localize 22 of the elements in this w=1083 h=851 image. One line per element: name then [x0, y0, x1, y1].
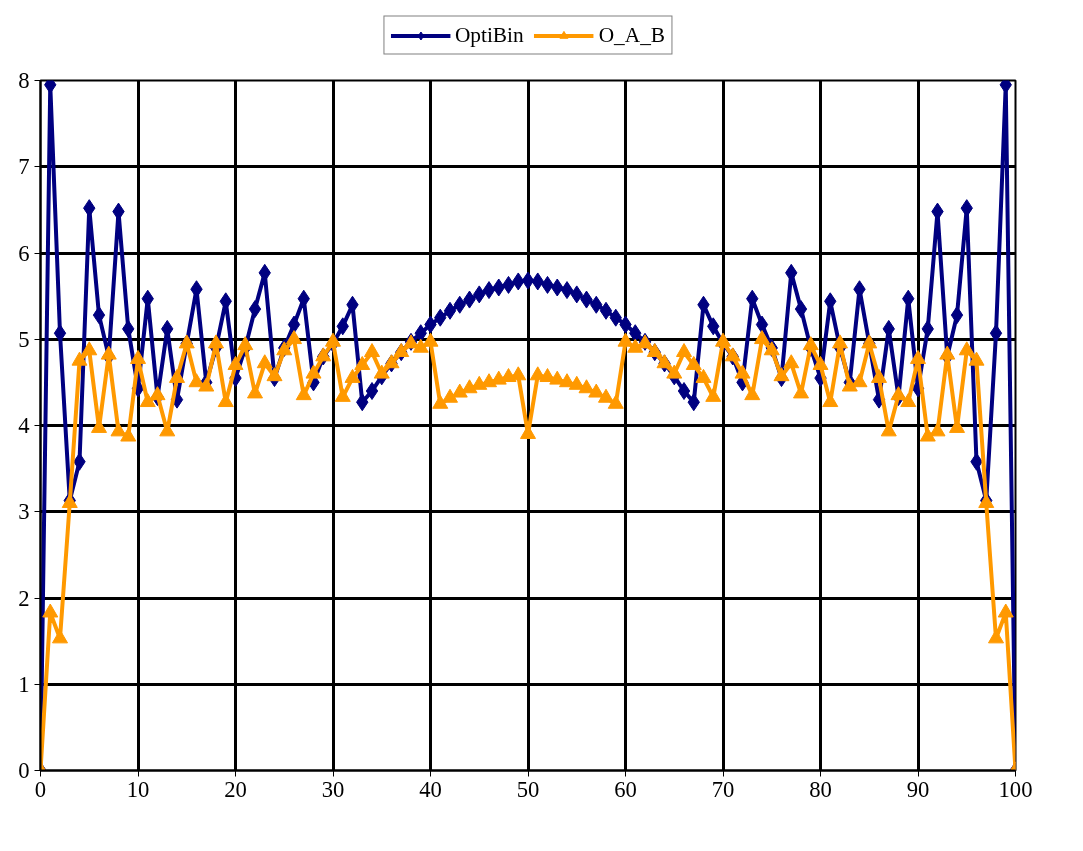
y-tick-label: 2 [18, 585, 30, 611]
y-tick-label: 3 [18, 499, 30, 525]
x-tick-label: 10 [126, 776, 150, 802]
legend-label: O_A_B [598, 22, 666, 48]
x-tick-label: 60 [614, 776, 637, 802]
x-tick-label: 90 [906, 776, 930, 802]
y-tick-label: 7 [18, 154, 30, 180]
x-tick-label: 50 [516, 776, 540, 802]
y-tick-label: 4 [18, 413, 30, 438]
x-tick-label: 80 [809, 776, 832, 802]
x-tick-label: 100 [998, 776, 1033, 802]
x-tick-label: 70 [711, 776, 735, 802]
x-tick-label: 0 [34, 776, 47, 802]
x-tick-label: 30 [321, 776, 345, 802]
legend-label: OptiBin [454, 22, 524, 48]
x-tick-label: 40 [419, 776, 442, 802]
x-tick-label: 20 [224, 776, 247, 802]
y-tick-label: 5 [18, 326, 30, 352]
y-tick-label: 6 [18, 240, 30, 266]
y-tick-label: 0 [18, 758, 30, 783]
y-tick-label: 8 [18, 68, 30, 93]
y-tick-label: 1 [18, 671, 30, 697]
